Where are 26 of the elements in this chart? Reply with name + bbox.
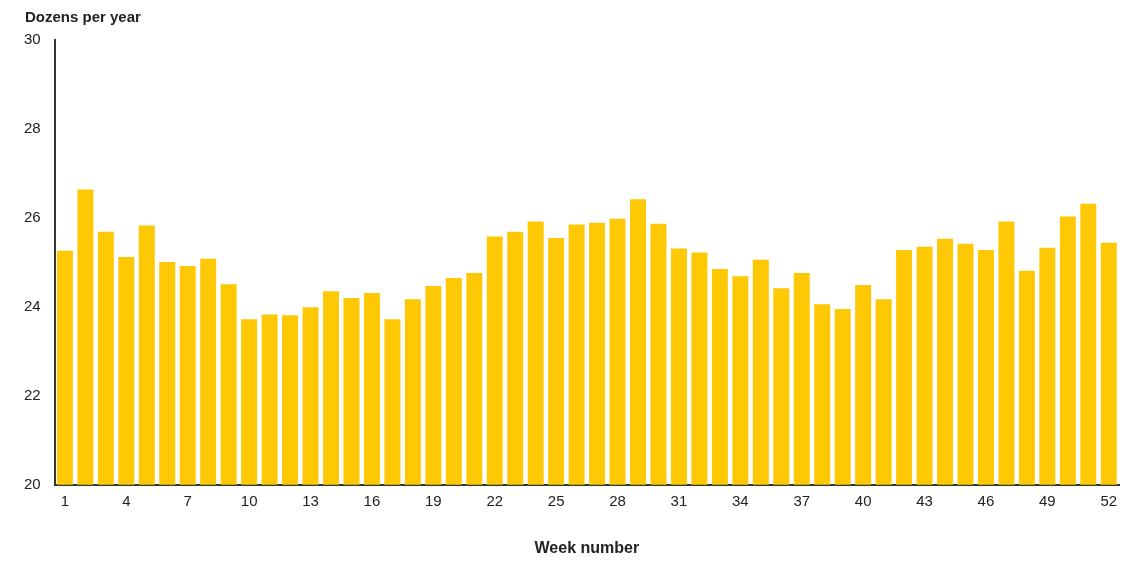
y-tick-label: 22 <box>24 385 41 403</box>
y-tick-label: 26 <box>24 208 41 226</box>
x-tick-label: 13 <box>302 491 319 509</box>
y-tick-label: 24 <box>24 297 41 315</box>
y-tick-label: 30 <box>24 30 41 48</box>
x-tick-label: 25 <box>547 491 565 509</box>
y-tick-label: 20 <box>24 474 41 492</box>
x-tick-label: 1 <box>60 491 70 509</box>
x-tick-label: 49 <box>1039 491 1056 509</box>
x-tick-label: 43 <box>916 491 933 509</box>
x-tick-label: 52 <box>1100 491 1118 509</box>
x-tick-label: 28 <box>609 491 626 509</box>
x-axis-title: Week number <box>534 538 640 556</box>
x-tick-label: 7 <box>183 491 192 509</box>
x-tick-label: 16 <box>363 491 381 509</box>
x-tick-label: 19 <box>424 491 442 509</box>
x-tick-label: 22 <box>486 491 504 509</box>
x-tick-label: 4 <box>122 491 131 509</box>
x-tick-label: 10 <box>240 491 258 509</box>
x-tick-label: 31 <box>670 491 688 509</box>
x-tick-label: 40 <box>854 491 872 509</box>
x-tick-label: 37 <box>793 491 811 509</box>
y-axis-title: Dozens per year <box>25 8 142 26</box>
y-tick-label: 28 <box>24 119 41 137</box>
x-tick-label: 34 <box>732 491 749 509</box>
x-tick-label: 46 <box>977 491 995 509</box>
